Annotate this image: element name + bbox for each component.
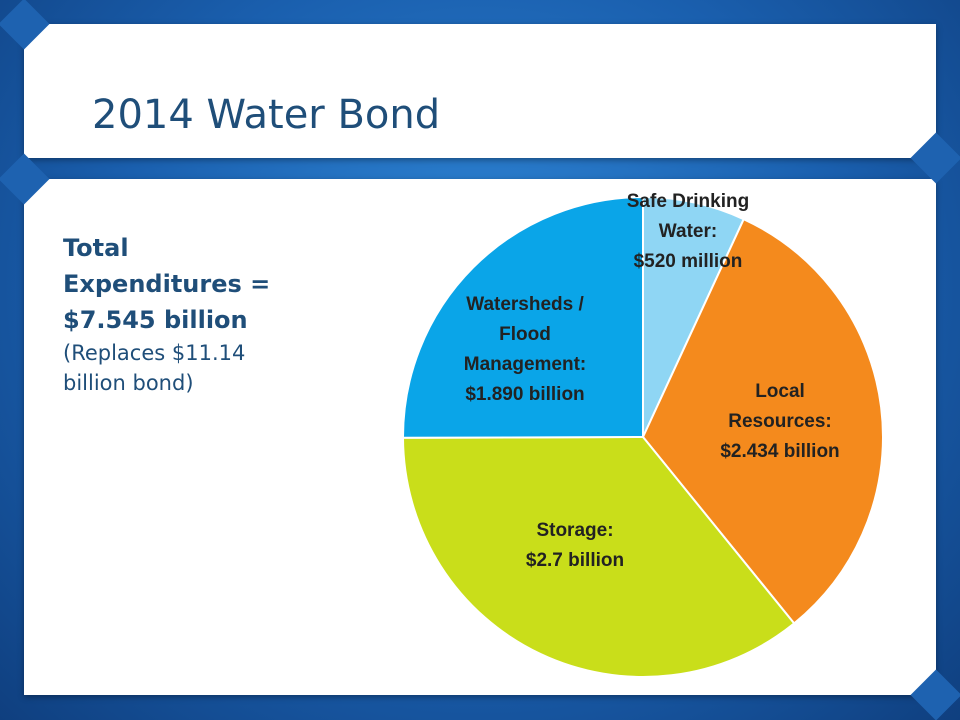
pie-slice-storage xyxy=(401,435,796,678)
pie-slice-watersheds xyxy=(401,195,644,439)
note-line-1: (Replaces $11.14 xyxy=(63,341,246,365)
summary-text: Total Expenditures = $7.545 billion (Rep… xyxy=(63,230,323,399)
total-line-3: $7.545 billion xyxy=(63,306,248,334)
title-panel xyxy=(24,24,936,158)
total-line-2: Expenditures = xyxy=(63,270,271,298)
pie-slice-safe-drinking-water xyxy=(642,195,746,438)
slide-title: 2014 Water Bond xyxy=(92,92,441,138)
pie-slice-local-resources xyxy=(641,217,884,625)
slice-label-watersheds: Watersheds / Flood Management: $1.890 billi… xyxy=(464,294,586,405)
slice-label-local-resources: Local Resources: $2.434 billion xyxy=(720,381,839,462)
note-line-2: billion bond) xyxy=(63,371,194,396)
slice-label-safe-drinking-water: Safe Drinking Water: $520 million xyxy=(627,191,749,272)
slice-label-storage: Storage: $2.7 billion xyxy=(526,520,624,571)
total-line-1: Total xyxy=(63,234,129,262)
